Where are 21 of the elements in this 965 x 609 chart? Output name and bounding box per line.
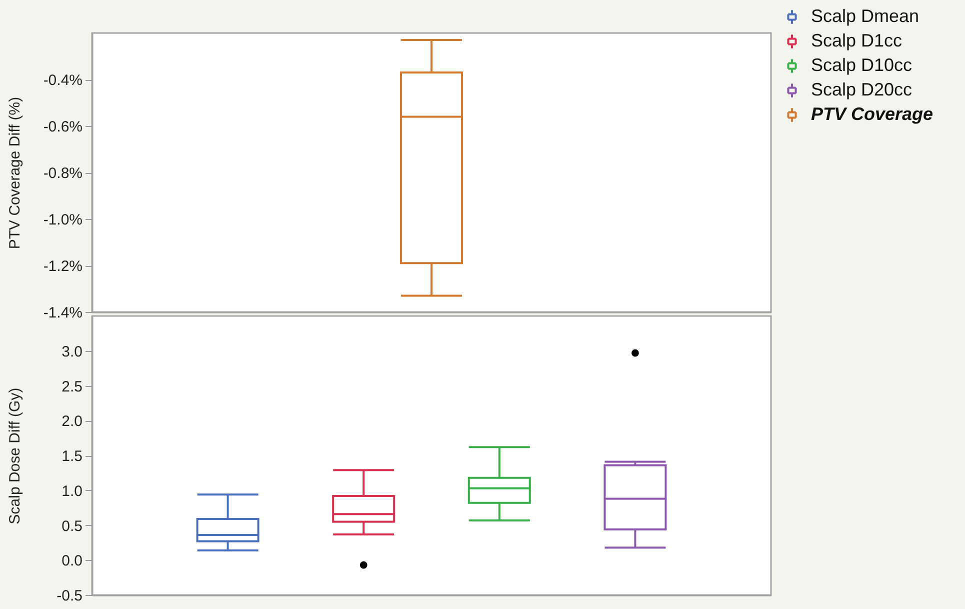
y-axis-title: Scalp Dose Diff (Gy) [6,388,24,524]
legend-label: Scalp D10cc [811,55,912,75]
legend-label: Scalp D20cc [811,80,912,100]
y-tick-label: 1.0 [62,482,82,500]
legend-label: Scalp Dmean [811,6,920,26]
y-tick-label: 2.0 [62,413,82,430]
y-tick-label: 2.5 [62,378,82,396]
y-tick-label: -0.6% [43,118,82,136]
y-tick-label: 3.0 [62,343,82,360]
y-axis-title: PTV Coverage Diff (%) [6,96,24,250]
y-tick-label: -0.8% [43,165,82,182]
y-tick-label: -1.0% [43,212,82,228]
y-tick-label: 0.0 [62,552,82,570]
legend-label: PTV Coverage [811,104,934,124]
y-tick-label: -0.4% [43,72,82,89]
y-tick-label: -0.5 [56,588,82,604]
y-tick-label: 0.5 [62,518,82,535]
y-tick-label: 1.5 [62,448,82,465]
legend-label: Scalp D1cc [811,30,902,50]
y-tick-label: -1.2% [43,258,82,275]
y-tick-label: -1.4% [43,304,82,322]
